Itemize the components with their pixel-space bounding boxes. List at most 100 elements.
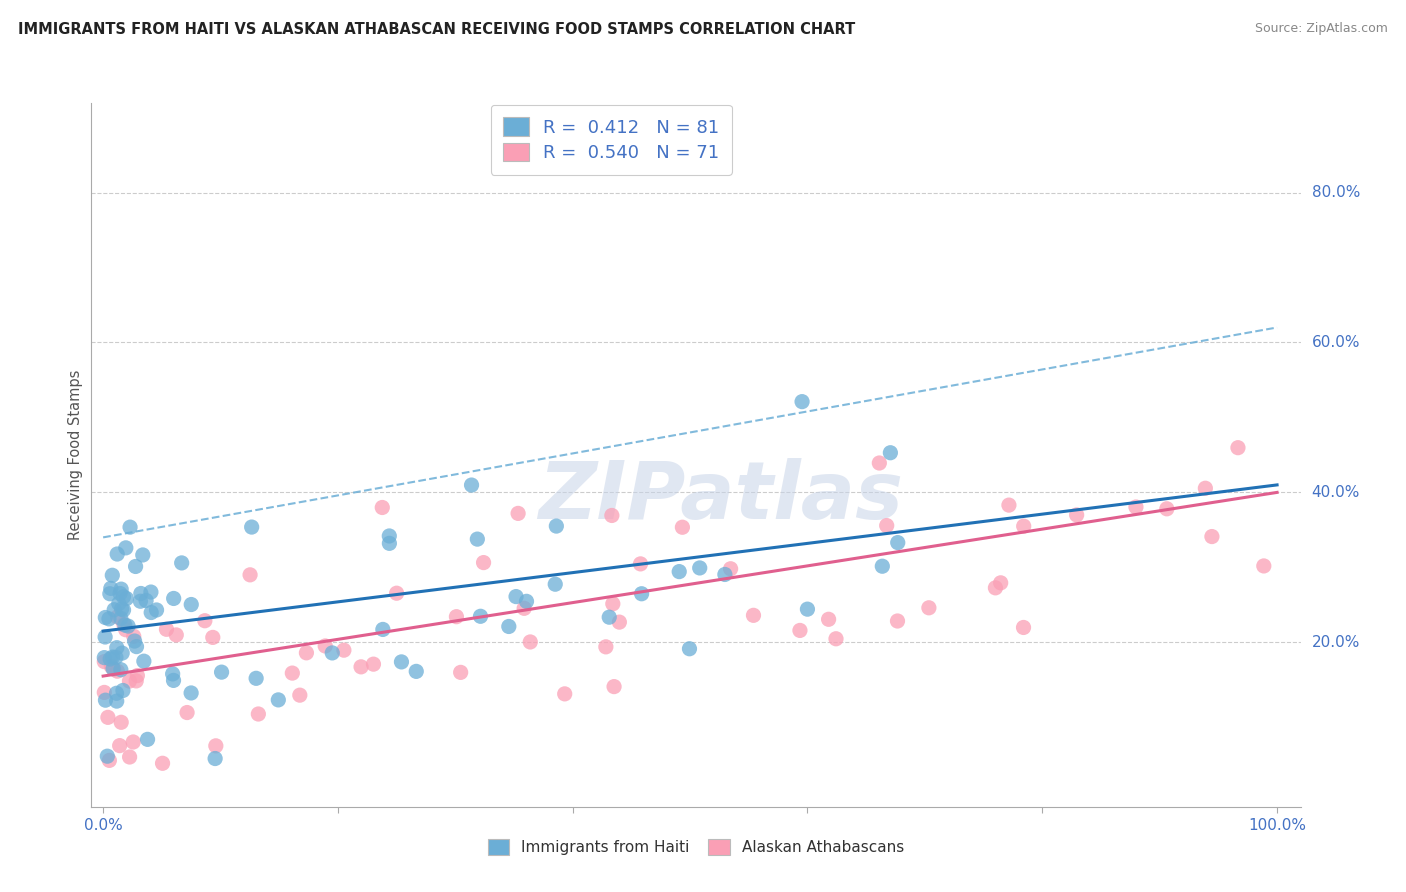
Point [1201, 530, 1223, 544]
Point [165, 628, 187, 642]
Point [247, 706, 270, 721]
Point [602, 597, 624, 611]
Point [120, 520, 142, 534]
Point [288, 688, 311, 702]
Point [97, 710, 120, 724]
Point [104, 650, 127, 665]
Point [112, 617, 135, 632]
Point [1253, 558, 1275, 573]
Point [984, 581, 1007, 595]
Point [114, 541, 136, 555]
Point [378, 536, 401, 550]
Point [267, 693, 290, 707]
Point [108, 739, 131, 753]
Point [180, 686, 202, 700]
Point [145, 603, 167, 617]
Point [125, 673, 148, 688]
Point [180, 598, 202, 612]
Point [98, 612, 121, 626]
Point [132, 654, 155, 668]
Point [513, 601, 536, 615]
Point [110, 715, 132, 730]
Point [118, 674, 141, 689]
Point [378, 529, 401, 543]
Text: ZIPatlas: ZIPatlas [537, 458, 903, 536]
Point [1066, 508, 1088, 522]
Text: 40.0%: 40.0% [1312, 485, 1360, 500]
Point [990, 575, 1012, 590]
Point [105, 547, 128, 561]
Point [1125, 500, 1147, 514]
Point [93, 650, 115, 665]
Point [101, 568, 124, 582]
Point [998, 498, 1021, 512]
Point [825, 632, 848, 646]
Point [876, 518, 898, 533]
Text: IMMIGRANTS FROM HAITI VS ALASKAN ATHABASCAN RECEIVING FOOD STAMPS CORRELATION CH: IMMIGRANTS FROM HAITI VS ALASKAN ATHABAS… [18, 22, 855, 37]
Point [118, 750, 141, 764]
Point [446, 609, 468, 624]
Point [1226, 441, 1249, 455]
Point [105, 686, 128, 700]
Point [115, 591, 138, 606]
Point [918, 600, 941, 615]
Point [100, 582, 122, 596]
Point [211, 665, 233, 680]
Point [98, 652, 121, 666]
Point [105, 640, 128, 655]
Point [204, 751, 226, 765]
Point [600, 508, 623, 523]
Text: Source: ZipAtlas.com: Source: ZipAtlas.com [1254, 22, 1388, 36]
Point [110, 663, 132, 677]
Point [817, 612, 839, 626]
Point [103, 662, 125, 676]
Point [886, 614, 908, 628]
Point [554, 687, 576, 701]
Point [122, 629, 145, 643]
Point [506, 507, 529, 521]
Point [321, 646, 343, 660]
Point [714, 567, 737, 582]
Point [136, 732, 159, 747]
Point [129, 586, 152, 600]
Point [281, 666, 304, 681]
Point [1012, 620, 1035, 634]
Point [603, 680, 626, 694]
Point [139, 585, 162, 599]
Point [887, 535, 910, 549]
Point [472, 556, 495, 570]
Point [872, 559, 894, 574]
Point [879, 446, 901, 460]
Point [162, 666, 184, 681]
Point [101, 662, 124, 676]
Point [363, 657, 385, 672]
Point [132, 548, 155, 562]
Point [105, 664, 128, 678]
Point [450, 665, 472, 680]
Point [124, 559, 146, 574]
Point [129, 594, 152, 608]
Point [515, 594, 537, 608]
Point [111, 646, 134, 660]
Point [385, 586, 408, 600]
Point [240, 520, 263, 534]
Point [194, 614, 217, 628]
Point [350, 660, 373, 674]
Point [470, 609, 492, 624]
Text: 60.0%: 60.0% [1312, 335, 1360, 350]
Point [127, 668, 149, 682]
Point [170, 556, 193, 570]
Point [391, 655, 413, 669]
Point [630, 587, 652, 601]
Point [117, 619, 139, 633]
Point [94, 610, 117, 624]
Point [114, 623, 136, 637]
Point [201, 631, 224, 645]
Point [689, 561, 711, 575]
Point [98, 587, 121, 601]
Point [796, 602, 818, 616]
Point [176, 706, 198, 720]
Point [868, 456, 890, 470]
Point [100, 659, 122, 673]
Point [498, 619, 520, 633]
